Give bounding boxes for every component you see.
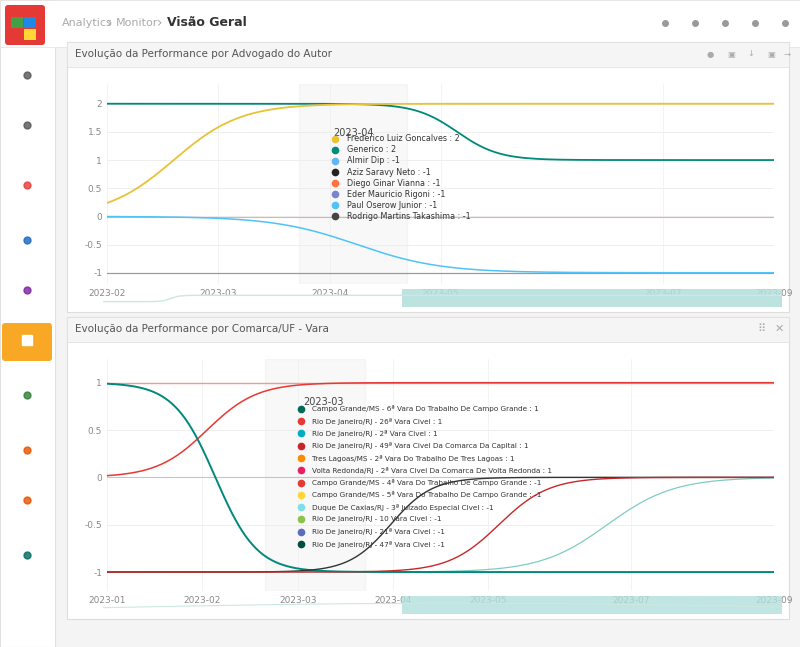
- Text: Aziz Saravy Neto : -1: Aziz Saravy Neto : -1: [346, 168, 430, 177]
- Text: Diego Ginar Vianna : -1: Diego Ginar Vianna : -1: [346, 179, 440, 188]
- Text: Rio De Janeiro/RJ - 2ª Vara Civel : 1: Rio De Janeiro/RJ - 2ª Vara Civel : 1: [311, 430, 437, 437]
- Bar: [67, 317, 789, 342]
- Bar: [266, 359, 366, 591]
- Text: Evolução da Performance por Comarca/UF - Vara: Evolução da Performance por Comarca/UF -…: [75, 324, 329, 334]
- Text: ▣: ▣: [727, 50, 735, 58]
- Text: Visão Geral: Visão Geral: [167, 17, 246, 30]
- Bar: [402, 596, 782, 614]
- Text: Analytics: Analytics: [62, 18, 113, 28]
- Text: Paul Oserow Junior : -1: Paul Oserow Junior : -1: [346, 201, 437, 210]
- Bar: [0, 0, 55, 647]
- Text: Rodrigo Martins Takashima : -1: Rodrigo Martins Takashima : -1: [346, 212, 470, 221]
- Text: 2023-03: 2023-03: [304, 397, 344, 407]
- Bar: [298, 84, 407, 284]
- Bar: [67, 42, 789, 312]
- Text: ›: ›: [107, 16, 113, 30]
- Text: Generico : 2: Generico : 2: [346, 146, 396, 155]
- Text: ⠿: ⠿: [757, 324, 765, 334]
- Text: 2023-04: 2023-04: [334, 127, 374, 138]
- Text: Campo Grande/MS - 4ª Vara Do Trabalho De Campo Grande : -1: Campo Grande/MS - 4ª Vara Do Trabalho De…: [311, 479, 541, 486]
- Bar: [402, 289, 782, 307]
- Text: ↓: ↓: [747, 50, 754, 58]
- Bar: [67, 317, 789, 619]
- Text: Evolução da Performance por Advogado do Autor: Evolução da Performance por Advogado do …: [75, 49, 332, 59]
- FancyBboxPatch shape: [2, 323, 52, 361]
- Text: ›: ›: [157, 16, 162, 30]
- Bar: [11, 17, 23, 28]
- Text: Rio De Janeiro/RJ - 47ª Vara Civel : -1: Rio De Janeiro/RJ - 47ª Vara Civel : -1: [311, 540, 445, 547]
- Text: Duque De Caxias/RJ - 3ª Juizado Especial Civel : -1: Duque De Caxias/RJ - 3ª Juizado Especial…: [311, 503, 493, 510]
- Text: Rio De Janeiro/RJ - 21ª Vara Civel : -1: Rio De Janeiro/RJ - 21ª Vara Civel : -1: [311, 528, 445, 535]
- Text: Rio De Janeiro/RJ - 49ª Vara Civel Da Comarca Da Capital : 1: Rio De Janeiro/RJ - 49ª Vara Civel Da Co…: [311, 442, 528, 449]
- Text: Campo Grande/MS - 5ª Vara Do Trabalho De Campo Grande : -1: Campo Grande/MS - 5ª Vara Do Trabalho De…: [311, 491, 541, 498]
- Text: Volta Redonda/RJ - 2ª Vara Civel Da Comarca De Volta Redonda : 1: Volta Redonda/RJ - 2ª Vara Civel Da Coma…: [311, 466, 551, 474]
- Text: Rio De Janeiro/RJ - 10 Vara Civel : -1: Rio De Janeiro/RJ - 10 Vara Civel : -1: [311, 516, 441, 522]
- Text: →: →: [784, 50, 791, 58]
- Text: Rio De Janeiro/RJ - 26ª Vara Civel : 1: Rio De Janeiro/RJ - 26ª Vara Civel : 1: [311, 417, 442, 424]
- Text: Tres Lagoas/MS - 2ª Vara Do Trabalho De Tres Lagoas : 1: Tres Lagoas/MS - 2ª Vara Do Trabalho De …: [311, 454, 514, 461]
- Text: ▣: ▣: [767, 50, 775, 58]
- Bar: [67, 42, 789, 67]
- Text: Almir Dip : -1: Almir Dip : -1: [346, 157, 400, 166]
- Bar: [24, 29, 36, 40]
- Text: Campo Grande/MS - 6ª Vara Do Trabalho De Campo Grande : 1: Campo Grande/MS - 6ª Vara Do Trabalho De…: [311, 406, 538, 412]
- Bar: [0, 0, 800, 47]
- Text: Frederico Luiz Goncalves : 2: Frederico Luiz Goncalves : 2: [346, 135, 459, 144]
- Bar: [11, 29, 23, 40]
- Text: Monitor: Monitor: [116, 18, 158, 28]
- Text: ✕: ✕: [774, 324, 784, 334]
- Text: Eder Mauricio Rigoni : -1: Eder Mauricio Rigoni : -1: [346, 190, 445, 199]
- FancyBboxPatch shape: [5, 5, 45, 45]
- Text: ●: ●: [707, 50, 714, 58]
- Bar: [24, 17, 36, 28]
